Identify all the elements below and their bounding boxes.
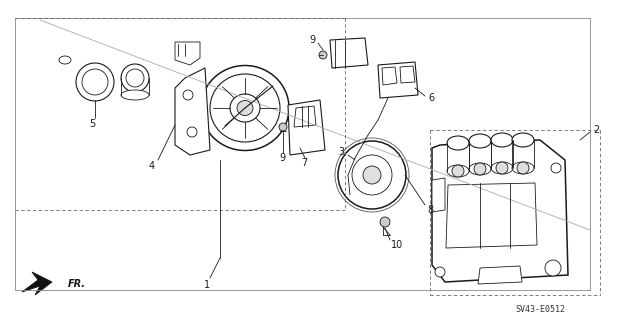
Text: 8: 8 — [427, 205, 433, 215]
Ellipse shape — [237, 100, 253, 115]
Polygon shape — [175, 68, 210, 155]
Polygon shape — [22, 272, 52, 295]
Circle shape — [187, 127, 197, 137]
Circle shape — [474, 163, 486, 175]
Ellipse shape — [491, 162, 513, 174]
Circle shape — [452, 165, 464, 177]
Ellipse shape — [447, 165, 469, 177]
Polygon shape — [288, 100, 325, 155]
Ellipse shape — [338, 141, 406, 209]
Text: 9: 9 — [309, 35, 315, 45]
Ellipse shape — [352, 155, 392, 195]
Ellipse shape — [469, 163, 491, 175]
Polygon shape — [378, 62, 418, 98]
Ellipse shape — [491, 133, 513, 147]
Text: 2: 2 — [593, 125, 599, 135]
Ellipse shape — [210, 74, 280, 142]
Text: SV43-E0512: SV43-E0512 — [515, 306, 565, 315]
Circle shape — [380, 217, 390, 227]
Polygon shape — [382, 67, 397, 85]
Ellipse shape — [76, 63, 114, 101]
Ellipse shape — [230, 94, 260, 122]
Circle shape — [517, 162, 529, 174]
Text: 1: 1 — [204, 280, 210, 290]
Polygon shape — [330, 38, 368, 68]
Polygon shape — [432, 140, 568, 282]
Polygon shape — [400, 66, 415, 83]
Polygon shape — [175, 42, 200, 65]
Circle shape — [496, 162, 508, 174]
Polygon shape — [446, 183, 537, 248]
Text: 4: 4 — [149, 161, 155, 171]
Circle shape — [435, 267, 445, 277]
Ellipse shape — [512, 133, 534, 147]
Text: 10: 10 — [391, 240, 403, 250]
Ellipse shape — [121, 90, 149, 100]
Ellipse shape — [512, 162, 534, 174]
Circle shape — [279, 123, 287, 131]
Text: FR.: FR. — [68, 279, 86, 289]
Text: 3: 3 — [338, 147, 344, 157]
Polygon shape — [294, 106, 316, 127]
Ellipse shape — [121, 64, 149, 92]
Text: 7: 7 — [301, 158, 307, 168]
Ellipse shape — [126, 69, 144, 87]
Ellipse shape — [82, 69, 108, 95]
Polygon shape — [432, 178, 445, 212]
Circle shape — [551, 163, 561, 173]
Ellipse shape — [469, 134, 491, 148]
Polygon shape — [478, 266, 522, 284]
Text: 6: 6 — [428, 93, 434, 103]
Circle shape — [319, 51, 327, 59]
Ellipse shape — [363, 166, 381, 184]
Circle shape — [545, 260, 561, 276]
Circle shape — [183, 90, 193, 100]
Text: 9: 9 — [279, 153, 285, 163]
Ellipse shape — [59, 56, 71, 64]
Ellipse shape — [447, 136, 469, 150]
Ellipse shape — [201, 65, 289, 151]
Text: 5: 5 — [89, 119, 95, 129]
